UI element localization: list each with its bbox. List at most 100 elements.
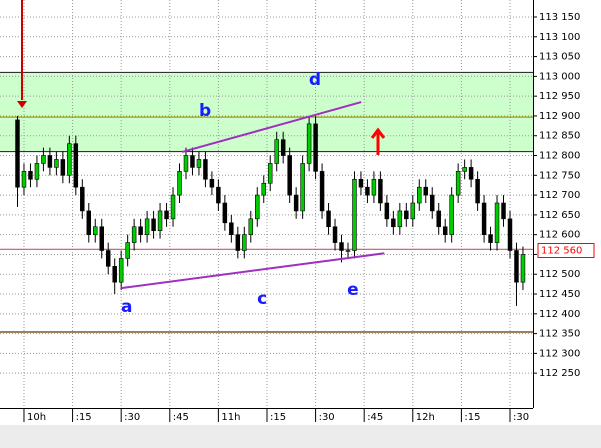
candle-body bbox=[442, 226, 448, 235]
trend-line bbox=[121, 252, 385, 290]
annotation: e bbox=[347, 280, 359, 300]
candle-body bbox=[481, 202, 487, 235]
x-tick-label: 11h bbox=[221, 412, 240, 423]
candle-body bbox=[365, 186, 370, 196]
trend-line bbox=[181, 101, 362, 153]
candle-body bbox=[300, 163, 305, 212]
candle-body bbox=[417, 186, 422, 204]
candle-body bbox=[261, 182, 266, 196]
y-tick-label: 112 600 bbox=[539, 230, 580, 241]
y-tick-label: 112 900 bbox=[539, 111, 580, 122]
candle-body bbox=[242, 234, 247, 251]
x-tick-label: :30 bbox=[513, 412, 529, 423]
candle-body bbox=[183, 155, 189, 172]
candle-body bbox=[449, 194, 454, 235]
candle-body bbox=[203, 159, 208, 180]
y-tick-label: 112 300 bbox=[539, 348, 580, 359]
marker-head bbox=[17, 101, 27, 108]
candle-body bbox=[455, 171, 461, 196]
candle-body bbox=[410, 202, 416, 220]
candle-body bbox=[164, 210, 169, 220]
candle-body bbox=[501, 202, 506, 220]
candle-body bbox=[131, 226, 137, 243]
candle-body bbox=[429, 194, 435, 212]
candle-body bbox=[255, 194, 260, 220]
candle-body bbox=[73, 143, 79, 188]
candle-body bbox=[138, 226, 143, 235]
candle-body bbox=[345, 250, 351, 252]
bottom-strip bbox=[0, 425, 601, 448]
x-tick-label: :45 bbox=[173, 412, 189, 423]
candle-body bbox=[86, 210, 92, 235]
candle-body bbox=[222, 202, 228, 224]
candle-body bbox=[293, 194, 299, 212]
annotation: b bbox=[199, 101, 211, 121]
candle-body bbox=[514, 250, 519, 283]
candle-body bbox=[41, 155, 46, 164]
candle-body bbox=[397, 210, 403, 228]
candle-body bbox=[229, 222, 234, 235]
candle-body bbox=[475, 178, 480, 204]
candle-body bbox=[404, 210, 409, 220]
candle-body bbox=[507, 218, 513, 251]
candle-body bbox=[177, 171, 182, 196]
candle-body bbox=[423, 186, 428, 196]
y-tick-label: 113 150 bbox=[539, 12, 580, 23]
y-tick-label: 112 350 bbox=[539, 329, 580, 340]
candle-body bbox=[60, 159, 66, 176]
candle-body bbox=[274, 139, 279, 164]
candle-body bbox=[378, 178, 383, 204]
candle-body bbox=[436, 210, 441, 228]
series-layer bbox=[15, 115, 526, 306]
candle-body bbox=[15, 119, 20, 188]
candle-body bbox=[358, 178, 364, 188]
x-tick-label: 10h bbox=[27, 412, 46, 423]
x-tick-label: :15 bbox=[270, 412, 286, 423]
candle-body bbox=[209, 178, 215, 188]
candle-body bbox=[28, 171, 33, 180]
candle-body bbox=[287, 155, 292, 196]
annotation: c bbox=[257, 289, 267, 309]
annotation: a bbox=[121, 297, 132, 317]
candle-body bbox=[157, 210, 163, 232]
candle-body bbox=[384, 202, 390, 220]
y-tick-label: 112 400 bbox=[539, 309, 580, 320]
x-tick-label: :15 bbox=[464, 412, 480, 423]
x-tick-label: :15 bbox=[76, 412, 92, 423]
candle-body bbox=[34, 163, 40, 180]
candle-body bbox=[99, 226, 104, 251]
y-tick-label: 113 100 bbox=[539, 32, 580, 43]
candle-body bbox=[326, 210, 331, 228]
candle-body bbox=[190, 155, 195, 168]
y-tick-label: 112 500 bbox=[539, 269, 580, 280]
x-tick-label: 12h bbox=[416, 412, 435, 423]
candle-body bbox=[151, 218, 156, 232]
x-tick-label: :30 bbox=[124, 412, 140, 423]
x-tick-label: :45 bbox=[367, 412, 383, 423]
candle-body bbox=[267, 163, 273, 184]
last-price-box bbox=[537, 242, 595, 258]
candle-body bbox=[319, 171, 325, 212]
candle-body bbox=[170, 194, 176, 220]
last-price-label: 112 560 bbox=[541, 245, 582, 256]
candle-body bbox=[93, 226, 98, 235]
y-tick-label: 112 700 bbox=[539, 190, 580, 201]
candle-body bbox=[280, 139, 286, 156]
y-tick-label: 112 650 bbox=[539, 210, 580, 221]
candle-body bbox=[112, 266, 117, 283]
y-tick-label: 112 450 bbox=[539, 289, 580, 300]
candle-body bbox=[313, 123, 318, 172]
y-tick-label: 113 050 bbox=[539, 52, 580, 63]
candle-body bbox=[47, 155, 53, 168]
candle-body bbox=[306, 123, 312, 164]
candle-body bbox=[67, 143, 72, 176]
candle-body bbox=[462, 167, 467, 172]
y-tick-label: 112 850 bbox=[539, 131, 580, 142]
plot-area bbox=[0, 0, 533, 408]
y-tick-label: 112 250 bbox=[539, 368, 580, 379]
candle-body bbox=[391, 218, 396, 228]
candle-body bbox=[196, 159, 202, 168]
x-tick-label: :30 bbox=[319, 412, 335, 423]
